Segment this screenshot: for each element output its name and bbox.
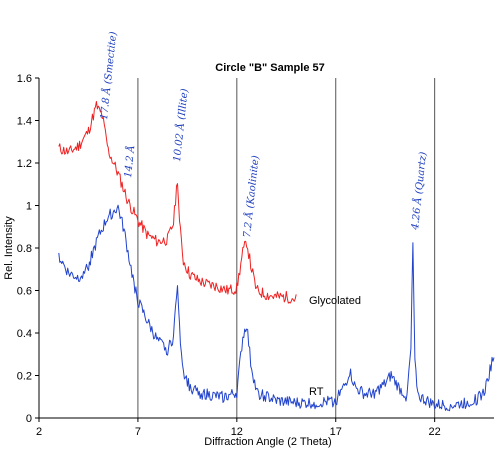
y-tick-label: 0.4 [17, 328, 32, 340]
y-axis-label: Rel. Intensity [3, 216, 15, 280]
annotation-kaolinite: 7.2 Å (Kaolinite) [241, 155, 262, 239]
y-tick-label: 0.2 [17, 371, 32, 383]
series-line-rt [58, 204, 495, 412]
vertical-markers [137, 78, 436, 418]
series-label-glycolated: Glycolated [309, 295, 361, 307]
x-tick-label: 7 [135, 426, 141, 438]
y-tick-label: 1.2 [17, 158, 32, 170]
y-tick-label: 0 [26, 413, 32, 425]
x-ticks: 2 7 12 17 22 [36, 418, 441, 438]
y-tick-label: 1 [26, 201, 32, 213]
y-ticks: 0 0.2 0.4 0.6 0.8 1 1.2 1.4 1.6 [17, 73, 39, 425]
chart-title: Circle "B" Sample 57 [215, 62, 324, 74]
y-tick-label: 0.8 [17, 243, 32, 255]
annotation-illite: 10.02 Å (Illite) [171, 88, 191, 162]
series-label-rt: RT [309, 386, 324, 398]
annotation-smectite: 17.8 Å (Smectite) [98, 31, 119, 121]
series-line-glycolated [58, 101, 297, 304]
x-tick-label: 17 [330, 426, 342, 438]
x-tick-label: 12 [231, 426, 243, 438]
y-tick-label: 1.6 [17, 73, 32, 85]
x-axis-label: Diffraction Angle (2 Theta) [204, 436, 331, 448]
annotation-quartz: 4.26 Å (Quartz) [409, 151, 429, 231]
x-tick-label: 2 [36, 426, 42, 438]
annotation-14-2: 14.2 Å [122, 145, 137, 179]
y-tick-label: 1.4 [17, 116, 32, 128]
y-tick-label: 0.6 [17, 286, 32, 298]
x-tick-label: 22 [429, 426, 441, 438]
series-lines [58, 101, 495, 412]
